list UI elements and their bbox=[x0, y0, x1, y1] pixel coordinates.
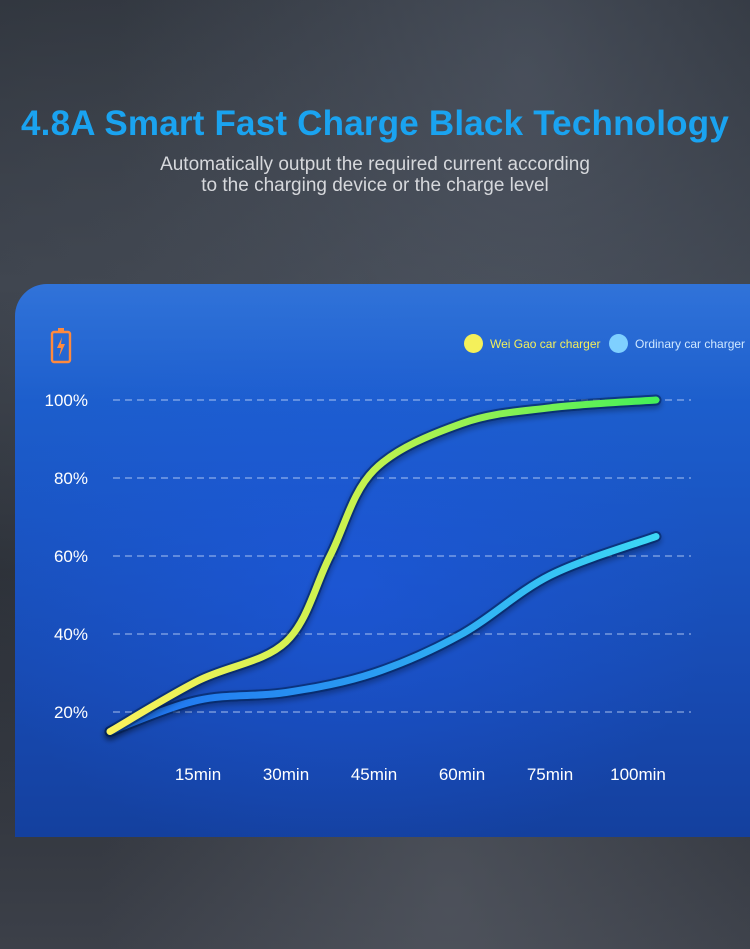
x-tick-label: 45min bbox=[351, 765, 397, 784]
x-tick-label: 100min bbox=[610, 765, 666, 784]
legend-label-wei-gao: Wei Gao car charger bbox=[490, 336, 601, 351]
x-axis-ticks: 15min 30min 45min 60min 75min 100min bbox=[175, 765, 666, 784]
y-tick-label: 100% bbox=[45, 391, 88, 410]
y-tick-label: 40% bbox=[54, 625, 88, 644]
y-tick-label: 80% bbox=[54, 469, 88, 488]
page-title: 4.8A Smart Fast Charge Black Technology bbox=[20, 104, 729, 143]
legend-label-ordinary: Ordinary car charger bbox=[635, 336, 746, 351]
x-tick-label: 75min bbox=[527, 765, 573, 784]
y-tick-label: 20% bbox=[54, 703, 88, 722]
series-line-ordinary bbox=[106, 533, 660, 735]
x-tick-label: 15min bbox=[175, 765, 221, 784]
legend-item-wei-gao: Wei Gao car charger bbox=[464, 334, 601, 353]
x-tick-label: 30min bbox=[263, 765, 309, 784]
series-line-wei-gao bbox=[106, 396, 660, 735]
chart-panel: 20% 40% 60% 80% 100% 15min 30min 45min 60min 75m… bbox=[15, 284, 750, 837]
legend-dot-wei-gao bbox=[464, 334, 483, 353]
legend-dot-ordinary bbox=[609, 334, 628, 353]
charge-curve-chart: 20% 40% 60% 80% 100% 15min 30min 45min 60min 75m… bbox=[45, 328, 691, 784]
x-tick-label: 60min bbox=[439, 765, 485, 784]
series-lines bbox=[104, 394, 662, 737]
y-axis-ticks: 20% 40% 60% 80% 100% bbox=[45, 391, 88, 722]
subtitle-line-1: Automatically output the required curren… bbox=[160, 154, 590, 175]
battery-charging-icon bbox=[50, 328, 72, 364]
page-subtitle: Automatically output the required curren… bbox=[0, 154, 750, 196]
y-tick-label: 60% bbox=[54, 547, 88, 566]
subtitle-line-2: to the charging device or the charge lev… bbox=[201, 175, 549, 196]
legend-item-ordinary: Ordinary car charger bbox=[609, 334, 745, 353]
